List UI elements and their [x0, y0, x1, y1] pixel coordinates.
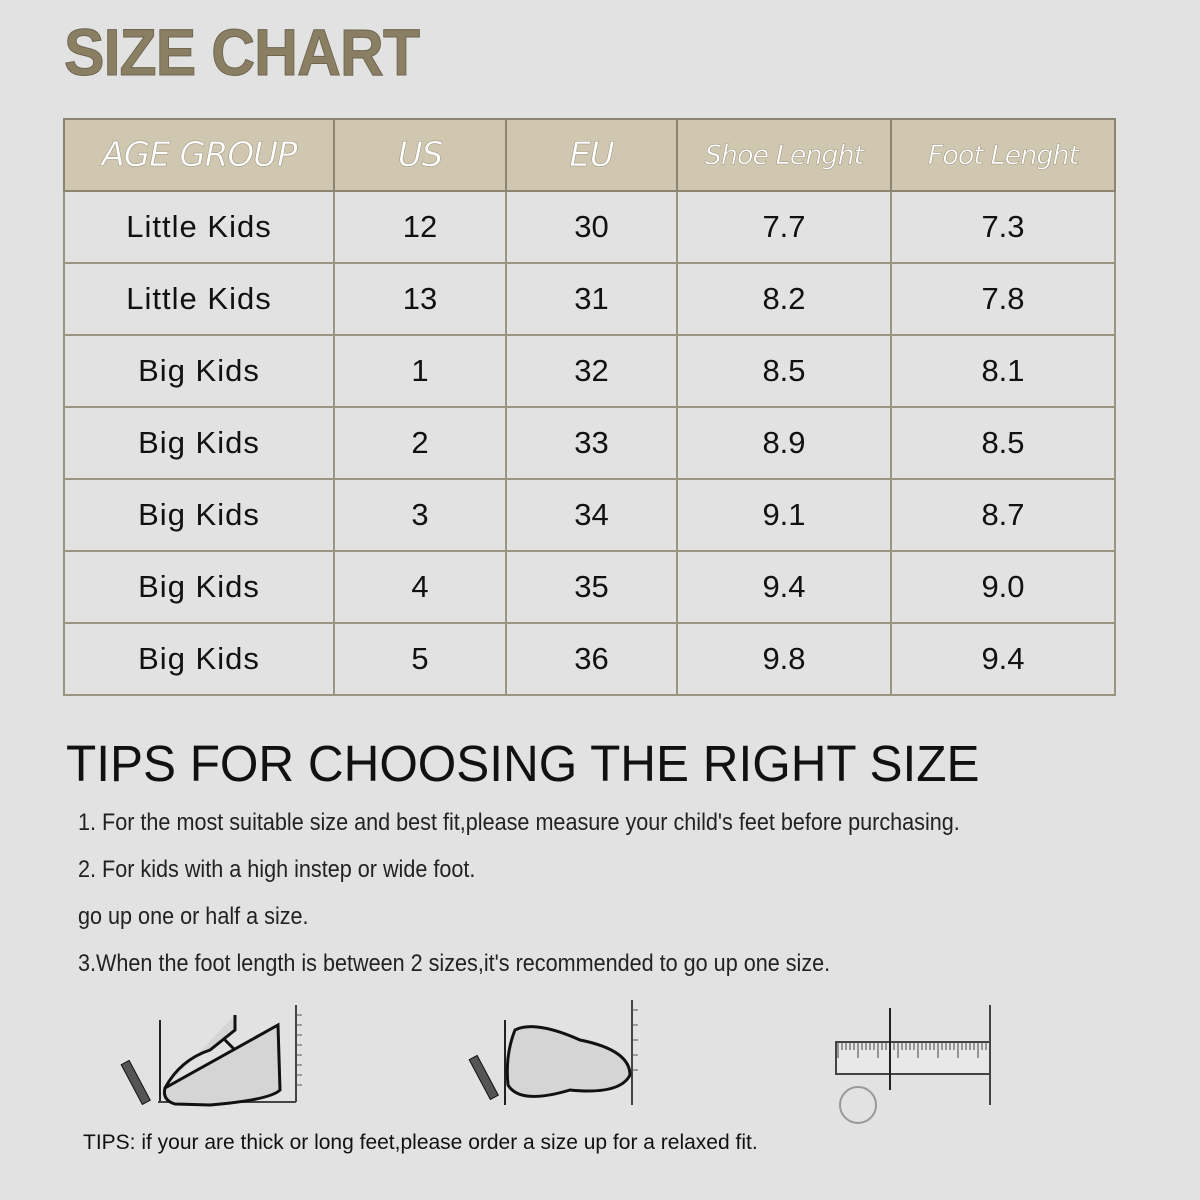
eu-size-cell: 33	[505, 406, 678, 480]
age-group-cell: Little Kids	[63, 262, 335, 336]
shoe-length-cell: 7.7	[676, 190, 892, 264]
age-group-cell: Big Kids	[63, 550, 335, 624]
tips-title: TIPS FOR CHOOSING THE RIGHT SIZE	[66, 735, 980, 792]
eu-size-cell: 36	[505, 622, 678, 696]
header-foot-length: Foot Lenght	[890, 118, 1116, 192]
age-group-cell: Little Kids	[63, 190, 335, 264]
eu-size-cell: 31	[505, 262, 678, 336]
table-row: Big Kids 1 32 8.5 8.1	[63, 334, 1116, 408]
shoe-length-cell: 8.5	[676, 334, 892, 408]
foot-length-cell: 8.1	[890, 334, 1116, 408]
tip-item: 3.When the foot length is between 2 size…	[78, 950, 831, 977]
shoe-length-cell: 9.4	[676, 550, 892, 624]
tips-note: TIPS: if your are thick or long feet,ple…	[83, 1131, 758, 1154]
age-group-cell: Big Kids	[63, 622, 335, 696]
us-size-cell: 13	[333, 262, 507, 336]
age-group-cell: Big Kids	[63, 406, 335, 480]
us-size-cell: 3	[333, 478, 507, 552]
foot-length-cell: 8.5	[890, 406, 1116, 480]
page-title: SIZE CHART	[64, 15, 421, 90]
shoe-length-cell: 8.9	[676, 406, 892, 480]
table-row: Little Kids 13 31 8.2 7.8	[63, 262, 1116, 336]
table-row: Big Kids 4 35 9.4 9.0	[63, 550, 1116, 624]
foot-length-cell: 7.8	[890, 262, 1116, 336]
header-eu: EU	[505, 118, 678, 192]
shoe-length-cell: 9.8	[676, 622, 892, 696]
eu-size-cell: 35	[505, 550, 678, 624]
foot-length-cell: 9.0	[890, 550, 1116, 624]
table-row: Big Kids 5 36 9.8 9.4	[63, 622, 1116, 696]
age-group-cell: Big Kids	[63, 334, 335, 408]
us-size-cell: 4	[333, 550, 507, 624]
header-age-group: AGE GROUP	[63, 118, 335, 192]
foot-length-cell: 7.3	[890, 190, 1116, 264]
foot-length-cell: 9.4	[890, 622, 1116, 696]
foot-length-cell: 8.7	[890, 478, 1116, 552]
eu-size-cell: 34	[505, 478, 678, 552]
table-row: Little Kids 12 30 7.7 7.3	[63, 190, 1116, 264]
age-group-cell: Big Kids	[63, 478, 335, 552]
shoe-length-cell: 9.1	[676, 478, 892, 552]
table-row: Big Kids 2 33 8.9 8.5	[63, 406, 1116, 480]
foot-side-measure-illustration	[120, 1005, 302, 1107]
tip-item: 2. For kids with a high instep or wide f…	[78, 856, 476, 883]
shoe-length-cell: 8.2	[676, 262, 892, 336]
us-size-cell: 12	[333, 190, 507, 264]
us-size-cell: 2	[333, 406, 507, 480]
tip-item: 1. For the most suitable size and best f…	[78, 809, 960, 836]
us-size-cell: 1	[333, 334, 507, 408]
size-table: AGE GROUP US EU Shoe Lenght Foot Lenght …	[63, 118, 1116, 696]
table-header-row: AGE GROUP US EU Shoe Lenght Foot Lenght	[63, 118, 1116, 192]
header-shoe-length: Shoe Lenght	[676, 118, 892, 192]
us-size-cell: 5	[333, 622, 507, 696]
tip-item: go up one or half a size.	[78, 903, 309, 930]
eu-size-cell: 30	[505, 190, 678, 264]
ruler-measure-illustration	[835, 1005, 991, 1124]
header-us: US	[333, 118, 507, 192]
eu-size-cell: 32	[505, 334, 678, 408]
foot-top-measure-illustration	[468, 1000, 638, 1105]
table-row: Big Kids 3 34 9.1 8.7	[63, 478, 1116, 552]
